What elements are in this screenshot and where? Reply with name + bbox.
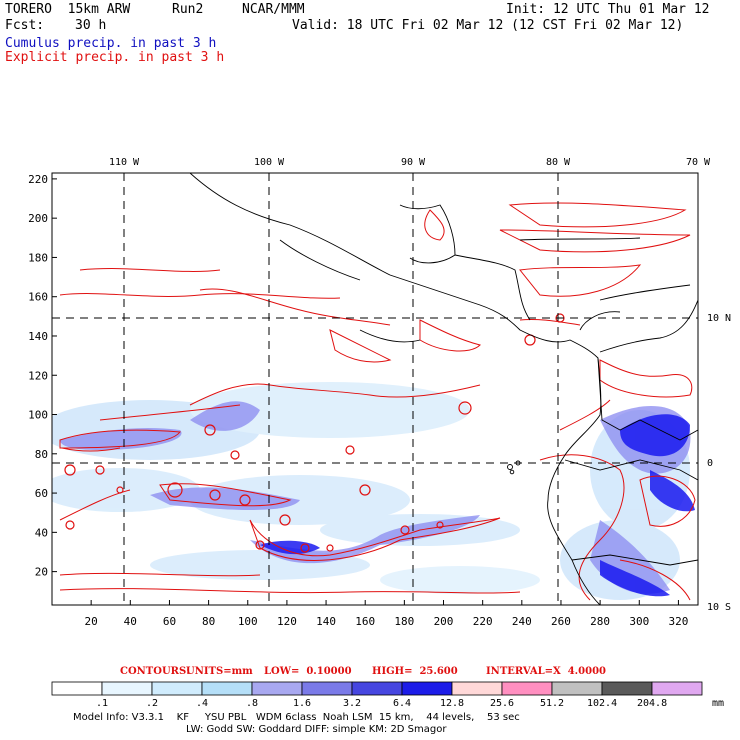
- colorbar-level-label: 51.2: [540, 698, 565, 709]
- colorbar-level-label: .8: [246, 698, 259, 709]
- init-time: Init: 12 UTC Thu 01 Mar 12: [506, 2, 710, 17]
- y-tick-label: 100: [28, 409, 48, 422]
- legend-cumulus: Cumulus precip. in past 3 h: [5, 36, 217, 51]
- lon-label: 80 W: [546, 157, 571, 168]
- contours-high: HIGH= 25.600: [372, 666, 458, 677]
- colorbar-level-label: 204.8: [637, 698, 668, 709]
- colorbar-unit: mm: [712, 698, 725, 709]
- x-tick-label: 100: [238, 615, 258, 628]
- colorbar-swatch: [151, 681, 203, 696]
- colorbar: [51, 681, 703, 696]
- colorbar-swatch: [301, 681, 353, 696]
- x-tick-label: 220: [473, 615, 493, 628]
- x-tick-label: 200: [434, 615, 454, 628]
- x-tick-label: 300: [629, 615, 649, 628]
- colorbar-swatch: [251, 681, 303, 696]
- y-tick-label: 140: [28, 330, 48, 343]
- latitude-labels: 10 N 0 10 S: [707, 313, 731, 613]
- lat-label: 10 S: [707, 602, 731, 613]
- colorbar-swatch: [651, 681, 703, 696]
- lon-label: 110 W: [109, 157, 140, 168]
- org-label: NCAR/MMM: [242, 2, 305, 17]
- contours-label: CONTOURS:: [120, 666, 190, 677]
- lat-label: 10 N: [707, 313, 731, 324]
- axis-tick-labels: 220 200 180 160 140 120 100 80 60 40 20 20 40 60 80 100…: [28, 173, 688, 628]
- colorbar-level-label: 3.2: [343, 698, 362, 709]
- run-label: Run2: [172, 2, 204, 17]
- lat-label: 0: [707, 458, 713, 469]
- y-tick-label: 80: [35, 448, 48, 461]
- colorbar-level-label: 6.4: [393, 698, 412, 709]
- colorbar-level-label: .2: [146, 698, 159, 709]
- colorbar-swatch: [601, 681, 653, 696]
- y-tick-label: 40: [35, 526, 48, 539]
- y-tick-label: 120: [28, 369, 48, 382]
- convective-cells: [64, 313, 565, 553]
- x-tick-label: 120: [277, 615, 297, 628]
- lon-label: 100 W: [254, 157, 285, 168]
- colorbar-swatch: [201, 681, 253, 696]
- graticule: [52, 173, 698, 605]
- y-tick-label: 20: [35, 566, 48, 579]
- x-tick-label: 80: [202, 615, 215, 628]
- lon-label: 70 W: [686, 157, 711, 168]
- x-tick-label: 180: [394, 615, 414, 628]
- y-tick-label: 60: [35, 487, 48, 500]
- colorbar-level-label: 102.4: [587, 698, 618, 709]
- colorbar-swatch: [101, 681, 153, 696]
- colorbar-level-label: .4: [196, 698, 209, 709]
- y-tick-label: 220: [28, 173, 48, 186]
- x-tick-label: 320: [668, 615, 688, 628]
- colorbar-swatch: [451, 681, 503, 696]
- colorbar-swatch: [51, 681, 103, 696]
- map-frame: [51, 172, 699, 606]
- colorbar-swatch: [501, 681, 553, 696]
- y-tick-label: 160: [28, 291, 48, 304]
- contours-low: LOW= 0.10000: [264, 666, 352, 677]
- x-tick-label: 280: [590, 615, 610, 628]
- map-plot-area: [52, 173, 698, 605]
- light-precip-shading: [52, 382, 690, 600]
- colorbar-level-label: .1: [96, 698, 109, 709]
- colorbar-swatch: [551, 681, 603, 696]
- x-tick-label: 60: [163, 615, 176, 628]
- colorbar-swatch: [351, 681, 403, 696]
- y-tick-label: 200: [28, 212, 48, 225]
- legend-explicit: Explicit precip. in past 3 h: [5, 50, 225, 65]
- heavy-precip-shading: [260, 414, 695, 597]
- model-title: TORERO 15km ARW: [5, 2, 131, 17]
- explicit-precip-contours: [59, 202, 696, 601]
- x-tick-label: 20: [85, 615, 98, 628]
- colorbar-swatch: [401, 681, 453, 696]
- x-tick-label: 260: [551, 615, 571, 628]
- contours-interval: INTERVAL=X 4.0000: [486, 666, 606, 677]
- model-info-line1: Model Info: V3.3.1 KF YSU PBL WDM 6class…: [73, 712, 520, 723]
- fcst-value: 30 h: [75, 18, 107, 33]
- colorbar-level-label: 1.6: [293, 698, 312, 709]
- axis-ticks: [52, 178, 679, 605]
- x-tick-label: 40: [124, 615, 137, 628]
- y-tick-label: 180: [28, 251, 48, 264]
- fcst-label: Fcst:: [5, 18, 45, 33]
- x-tick-label: 240: [512, 615, 532, 628]
- contours-units: UNITS=mm: [186, 666, 253, 677]
- lon-label: 90 W: [401, 157, 426, 168]
- colorbar-level-label: 25.6: [490, 698, 515, 709]
- x-tick-label: 140: [316, 615, 336, 628]
- colorbar-level-label: 12.8: [440, 698, 465, 709]
- longitude-labels: 110 W 100 W 90 W 80 W 70 W: [109, 157, 711, 168]
- valid-time: Valid: 18 UTC Fri 02 Mar 12 (12 CST Fri …: [292, 18, 684, 33]
- x-tick-label: 160: [355, 615, 375, 628]
- model-info-line2: LW: Godd SW: Goddard DIFF: simple KM: 2D…: [186, 724, 447, 735]
- coastlines: [189, 173, 698, 605]
